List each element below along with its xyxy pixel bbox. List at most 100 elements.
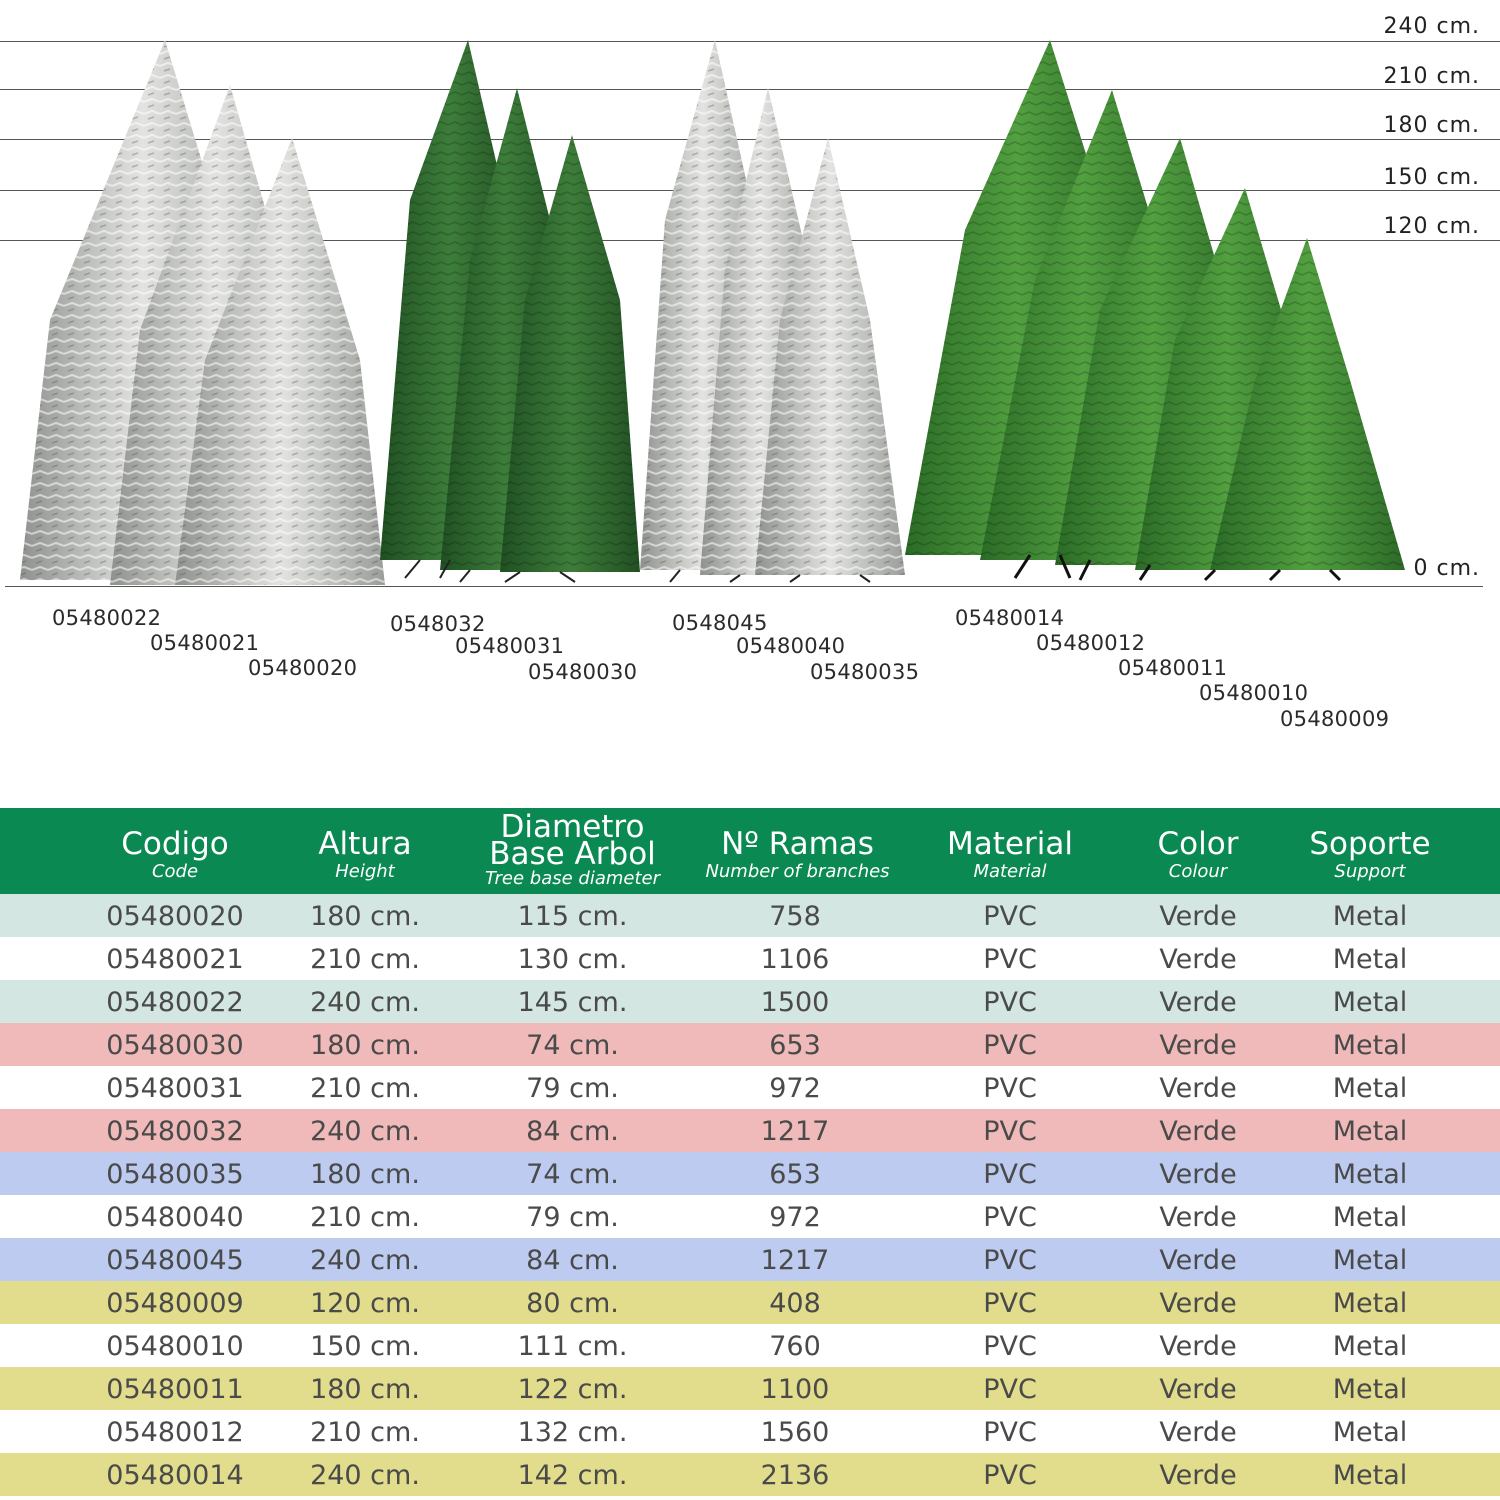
table-row: 05480020 180 cm. 115 cm. 758 PVC Verde Metal (0, 894, 1500, 937)
cell-color: Verde (1159, 1116, 1237, 1147)
cell-material: PVC (983, 1073, 1037, 1104)
cell-diameter: 142 cm. (517, 1460, 628, 1491)
col-header-diameter-line2: Base Arbol (489, 836, 656, 872)
cell-material: PVC (983, 1460, 1037, 1491)
table-row: 05480011 180 cm. 122 cm. 1100 PVC Verde Metal (0, 1367, 1500, 1410)
scale-label-240: 240 cm. (1383, 14, 1480, 39)
scale-label-180: 180 cm. (1383, 113, 1480, 138)
cell-material: PVC (983, 1030, 1037, 1061)
cell-code: 05480014 (106, 1460, 244, 1491)
tree-code: 05480012 (1036, 631, 1146, 655)
tree-code: 05480035 (810, 660, 920, 684)
cell-height: 180 cm. (310, 1159, 420, 1190)
cell-support: Metal (1332, 1159, 1408, 1190)
table-row: 05480040 210 cm. 79 cm. 972 PVC Verde Metal (0, 1195, 1500, 1238)
col-header-diameter-line1: Diametro (500, 809, 645, 845)
cell-material: PVC (983, 1202, 1037, 1233)
cell-branches: 1106 (760, 944, 830, 975)
cell-support: Metal (1332, 1116, 1408, 1147)
cell-color: Verde (1159, 1202, 1237, 1233)
cell-support: Metal (1332, 1417, 1408, 1448)
cell-color: Verde (1159, 1331, 1237, 1362)
cell-color: Verde (1159, 1288, 1237, 1319)
tree-code: 05480011 (1118, 656, 1228, 680)
tree-code: 05480021 (150, 631, 260, 655)
cell-height: 180 cm. (310, 901, 420, 932)
gridline-180 (0, 139, 1500, 140)
table-row: 05480032 240 cm. 84 cm. 1217 PVC Verde Metal (0, 1109, 1500, 1152)
cell-height: 180 cm. (310, 1374, 420, 1405)
cell-code: 05480010 (106, 1331, 244, 1362)
cell-code: 05480011 (106, 1374, 244, 1405)
table-row: 05480014 240 cm. 142 cm. 2136 PVC Verde Metal (0, 1453, 1500, 1496)
cell-color: Verde (1159, 1417, 1237, 1448)
scale-label-150: 150 cm. (1383, 165, 1480, 190)
table-row: 05480022 240 cm. 145 cm. 1500 PVC Verde Metal (0, 980, 1500, 1023)
cell-support: Metal (1332, 901, 1408, 932)
tree-group-green-wide (905, 40, 1405, 582)
cell-branches: 1100 (760, 1374, 830, 1405)
cell-support: Metal (1332, 1288, 1408, 1319)
cell-code: 05480020 (106, 901, 244, 932)
cell-diameter: 130 cm. (517, 944, 628, 975)
table-row: 05480010 150 cm. 111 cm. 760 PVC Verde Metal (0, 1324, 1500, 1367)
cell-diameter: 80 cm. (526, 1288, 619, 1319)
cell-material: PVC (983, 1417, 1037, 1448)
cell-material: PVC (983, 1331, 1037, 1362)
cell-height: 210 cm. (310, 1202, 420, 1233)
cell-color: Verde (1159, 1460, 1237, 1491)
cell-branches: 1217 (760, 1116, 830, 1147)
cell-support: Metal (1332, 1374, 1408, 1405)
cell-diameter: 84 cm. (526, 1245, 619, 1276)
cell-material: PVC (983, 1374, 1037, 1405)
cell-diameter: 74 cm. (526, 1159, 619, 1190)
cell-support: Metal (1332, 944, 1408, 975)
cell-height: 240 cm. (310, 1245, 420, 1276)
tree-group-green-slim (380, 40, 640, 583)
cell-height: 240 cm. (310, 987, 420, 1018)
scale-label-0: 0 cm. (1413, 556, 1480, 581)
tree-code: 0548045 (672, 611, 768, 635)
cell-material: PVC (983, 1288, 1037, 1319)
cell-height: 150 cm. (310, 1331, 420, 1362)
cell-code: 05480040 (106, 1202, 244, 1233)
table-row: 05480045 240 cm. 84 cm. 1217 PVC Verde Metal (0, 1238, 1500, 1281)
cell-height: 210 cm. (310, 944, 420, 975)
tree-group-snow-slim (640, 40, 905, 583)
cell-support: Metal (1332, 1073, 1408, 1104)
cell-code: 05480032 (106, 1116, 244, 1147)
cell-material: PVC (983, 987, 1037, 1018)
cell-code: 05480035 (106, 1159, 244, 1190)
cell-material: PVC (983, 1159, 1037, 1190)
cell-code: 05480045 (106, 1245, 244, 1276)
col-header-material: Material Material (947, 826, 1073, 883)
tree-code: 05480014 (955, 606, 1065, 630)
cell-color: Verde (1159, 944, 1237, 975)
cell-color: Verde (1159, 901, 1237, 932)
cell-height: 240 cm. (310, 1460, 420, 1491)
cell-diameter: 111 cm. (517, 1331, 628, 1362)
cell-branches: 972 (769, 1073, 821, 1104)
cell-diameter: 74 cm. (526, 1030, 619, 1061)
cell-branches: 760 (769, 1331, 821, 1362)
col-header-code: Codigo Code (121, 826, 229, 883)
cell-height: 210 cm. (310, 1417, 420, 1448)
cell-diameter: 79 cm. (526, 1073, 619, 1104)
cell-diameter: 115 cm. (517, 901, 628, 932)
cell-color: Verde (1159, 1030, 1237, 1061)
col-header-branches: Nº Ramas Number of branches (705, 826, 890, 883)
cell-height: 120 cm. (310, 1288, 420, 1319)
cell-code: 05480031 (106, 1073, 244, 1104)
cell-color: Verde (1159, 987, 1237, 1018)
cell-support: Metal (1332, 1331, 1408, 1362)
cell-code: 05480009 (106, 1288, 244, 1319)
cell-material: PVC (983, 1245, 1037, 1276)
cell-branches: 2136 (760, 1460, 830, 1491)
cell-material: PVC (983, 901, 1037, 932)
scale-label-120: 120 cm. (1383, 214, 1480, 239)
cell-code: 05480021 (106, 944, 244, 975)
gridline-0 (5, 586, 1483, 587)
cell-support: Metal (1332, 1030, 1408, 1061)
table-row: 05480030 180 cm. 74 cm. 653 PVC Verde Metal (0, 1023, 1500, 1066)
scale-label-210: 210 cm. (1383, 64, 1480, 89)
